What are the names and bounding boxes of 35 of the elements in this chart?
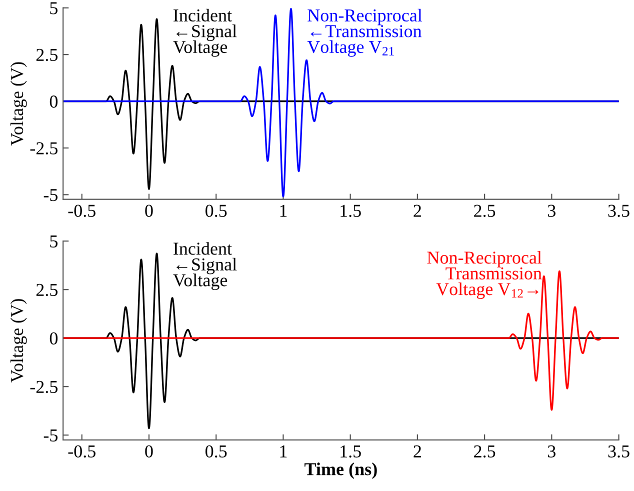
x-tick-label: 2 <box>414 445 421 458</box>
x-tick-label: 0.5 <box>206 204 227 217</box>
x-tick-label: 0 <box>145 445 153 458</box>
x-tick-label: 2.5 <box>474 445 496 458</box>
x-tick-label: 1 <box>280 204 287 217</box>
x-tick-label: 3.5 <box>608 445 630 458</box>
x-tick-label: 1 <box>280 445 287 458</box>
x-tick-label: 0 <box>145 204 153 217</box>
y-tick-label: -5 <box>44 189 58 202</box>
y-tick-label: -2.5 <box>30 142 58 154</box>
y-axis-title: Voltage (V) <box>10 299 27 383</box>
x-tick-label: 1.5 <box>340 445 361 458</box>
y-tick-label: 0 <box>50 96 58 108</box>
series-label: Incident ←Signal Voltage <box>173 8 237 57</box>
x-tick-label: -0.5 <box>68 445 96 458</box>
y-tick-label: 5 <box>50 2 58 14</box>
x-tick-label: 2 <box>414 204 421 217</box>
x-tick-label: 2.5 <box>474 204 496 217</box>
y-tick-label: 0 <box>50 332 58 345</box>
y-tick-label: -5 <box>44 430 58 442</box>
series-label: Incident ←Signal Voltage <box>173 242 237 290</box>
x-tick-label: 0.5 <box>206 445 227 458</box>
y-tick-label: 2.5 <box>36 48 58 62</box>
y-tick-label: 5 <box>50 236 58 248</box>
x-tick-label: 1.5 <box>340 204 361 217</box>
x-axis-title: Time (ns) <box>304 462 377 479</box>
series-label: Non-Reciprocal ←Transmission Voltage V$_{21}$ <box>307 8 422 57</box>
x-tick-label: -0.5 <box>68 204 96 217</box>
x-tick-label: 3.5 <box>608 204 630 217</box>
y-tick-label: 2.5 <box>36 284 58 296</box>
series-label: Non-Reciprocal Transmission Voltage V$_{12}$→ <box>427 251 542 299</box>
y-tick-label: -2.5 <box>30 380 58 394</box>
y-axis-title: Voltage (V) <box>10 62 27 146</box>
x-tick-label: 3 <box>548 204 556 217</box>
x-tick-label: 3 <box>548 445 556 458</box>
